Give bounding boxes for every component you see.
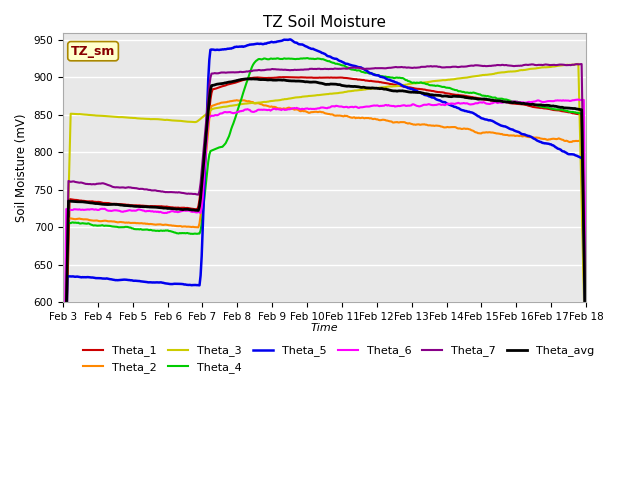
Theta_7	[352, 65, 360, 71]
Line: Theta_5: Theta_5	[63, 39, 586, 480]
Line: Theta_1: Theta_1	[63, 77, 586, 475]
Theta_3	[280, 96, 287, 102]
Theta_avg	[378, 85, 386, 91]
Theta_5	[535, 139, 543, 144]
Theta_2	[378, 117, 386, 123]
Theta_6	[575, 96, 582, 102]
Theta_7	[280, 67, 287, 72]
Theta_4	[222, 140, 230, 146]
Theta_2	[445, 124, 452, 130]
Line: Theta_6: Theta_6	[63, 99, 586, 480]
Theta_6	[444, 101, 451, 107]
Theta_5	[582, 378, 590, 384]
Theta_6	[377, 103, 385, 108]
Theta_2	[281, 106, 289, 111]
Theta_1	[281, 74, 289, 80]
Theta_1	[445, 91, 452, 96]
Theta_7	[534, 62, 542, 68]
Theta_avg	[535, 102, 543, 108]
Theta_4	[535, 103, 543, 109]
Theta_1	[378, 80, 386, 85]
Line: Theta_7: Theta_7	[63, 64, 586, 466]
Theta_7	[444, 64, 451, 70]
Theta_3	[352, 88, 360, 94]
Theta_1	[280, 74, 287, 80]
Text: TZ_sm: TZ_sm	[71, 45, 115, 58]
Theta_5	[378, 74, 386, 80]
Theta_avg	[445, 94, 452, 99]
Theta_7	[59, 463, 67, 469]
Theta_6	[352, 104, 360, 109]
Theta_6	[222, 109, 230, 115]
X-axis label: Time: Time	[310, 323, 339, 333]
Theta_2	[582, 383, 590, 389]
Theta_3	[444, 77, 451, 83]
Theta_1	[222, 83, 230, 88]
Theta_7	[222, 70, 230, 75]
Theta_3	[59, 408, 67, 414]
Theta_avg	[59, 473, 67, 479]
Theta_6	[280, 107, 287, 112]
Theta_avg	[222, 80, 230, 86]
Theta_4	[445, 85, 452, 91]
Theta_3	[575, 61, 582, 67]
Line: Theta_4: Theta_4	[63, 58, 586, 480]
Theta_5	[445, 101, 452, 107]
Theta_avg	[249, 76, 257, 82]
Theta_2	[353, 115, 360, 120]
Theta_7	[578, 61, 586, 67]
Theta_1	[582, 377, 590, 383]
Theta_5	[353, 64, 360, 70]
Theta_6	[59, 477, 67, 480]
Theta_6	[582, 314, 590, 320]
Theta_avg	[281, 77, 289, 83]
Theta_5	[286, 36, 294, 42]
Theta_4	[304, 55, 312, 61]
Theta_1	[535, 105, 543, 110]
Theta_3	[377, 84, 385, 90]
Title: TZ Soil Moisture: TZ Soil Moisture	[263, 15, 386, 30]
Theta_3	[222, 104, 230, 109]
Legend: Theta_1, Theta_2, Theta_3, Theta_4, Theta_5, Theta_6, Theta_7, Theta_avg: Theta_1, Theta_2, Theta_3, Theta_4, Thet…	[79, 341, 598, 377]
Theta_2	[535, 135, 543, 141]
Theta_3	[582, 381, 590, 387]
Theta_2	[233, 97, 241, 103]
Theta_5	[280, 37, 287, 43]
Theta_3	[534, 65, 542, 71]
Line: Theta_2: Theta_2	[63, 100, 586, 480]
Theta_avg	[353, 84, 360, 89]
Theta_4	[582, 350, 590, 356]
Theta_4	[378, 73, 386, 79]
Line: Theta_avg: Theta_avg	[63, 79, 586, 476]
Theta_7	[377, 65, 385, 71]
Theta_4	[280, 56, 287, 61]
Line: Theta_3: Theta_3	[63, 64, 586, 411]
Theta_7	[582, 336, 590, 342]
Theta_1	[59, 472, 67, 478]
Theta_2	[222, 99, 230, 105]
Theta_1	[353, 76, 360, 82]
Theta_6	[534, 97, 542, 103]
Theta_avg	[582, 364, 590, 370]
Theta_5	[222, 47, 230, 52]
Theta_4	[353, 68, 360, 73]
Y-axis label: Soil Moisture (mV): Soil Moisture (mV)	[15, 113, 28, 222]
